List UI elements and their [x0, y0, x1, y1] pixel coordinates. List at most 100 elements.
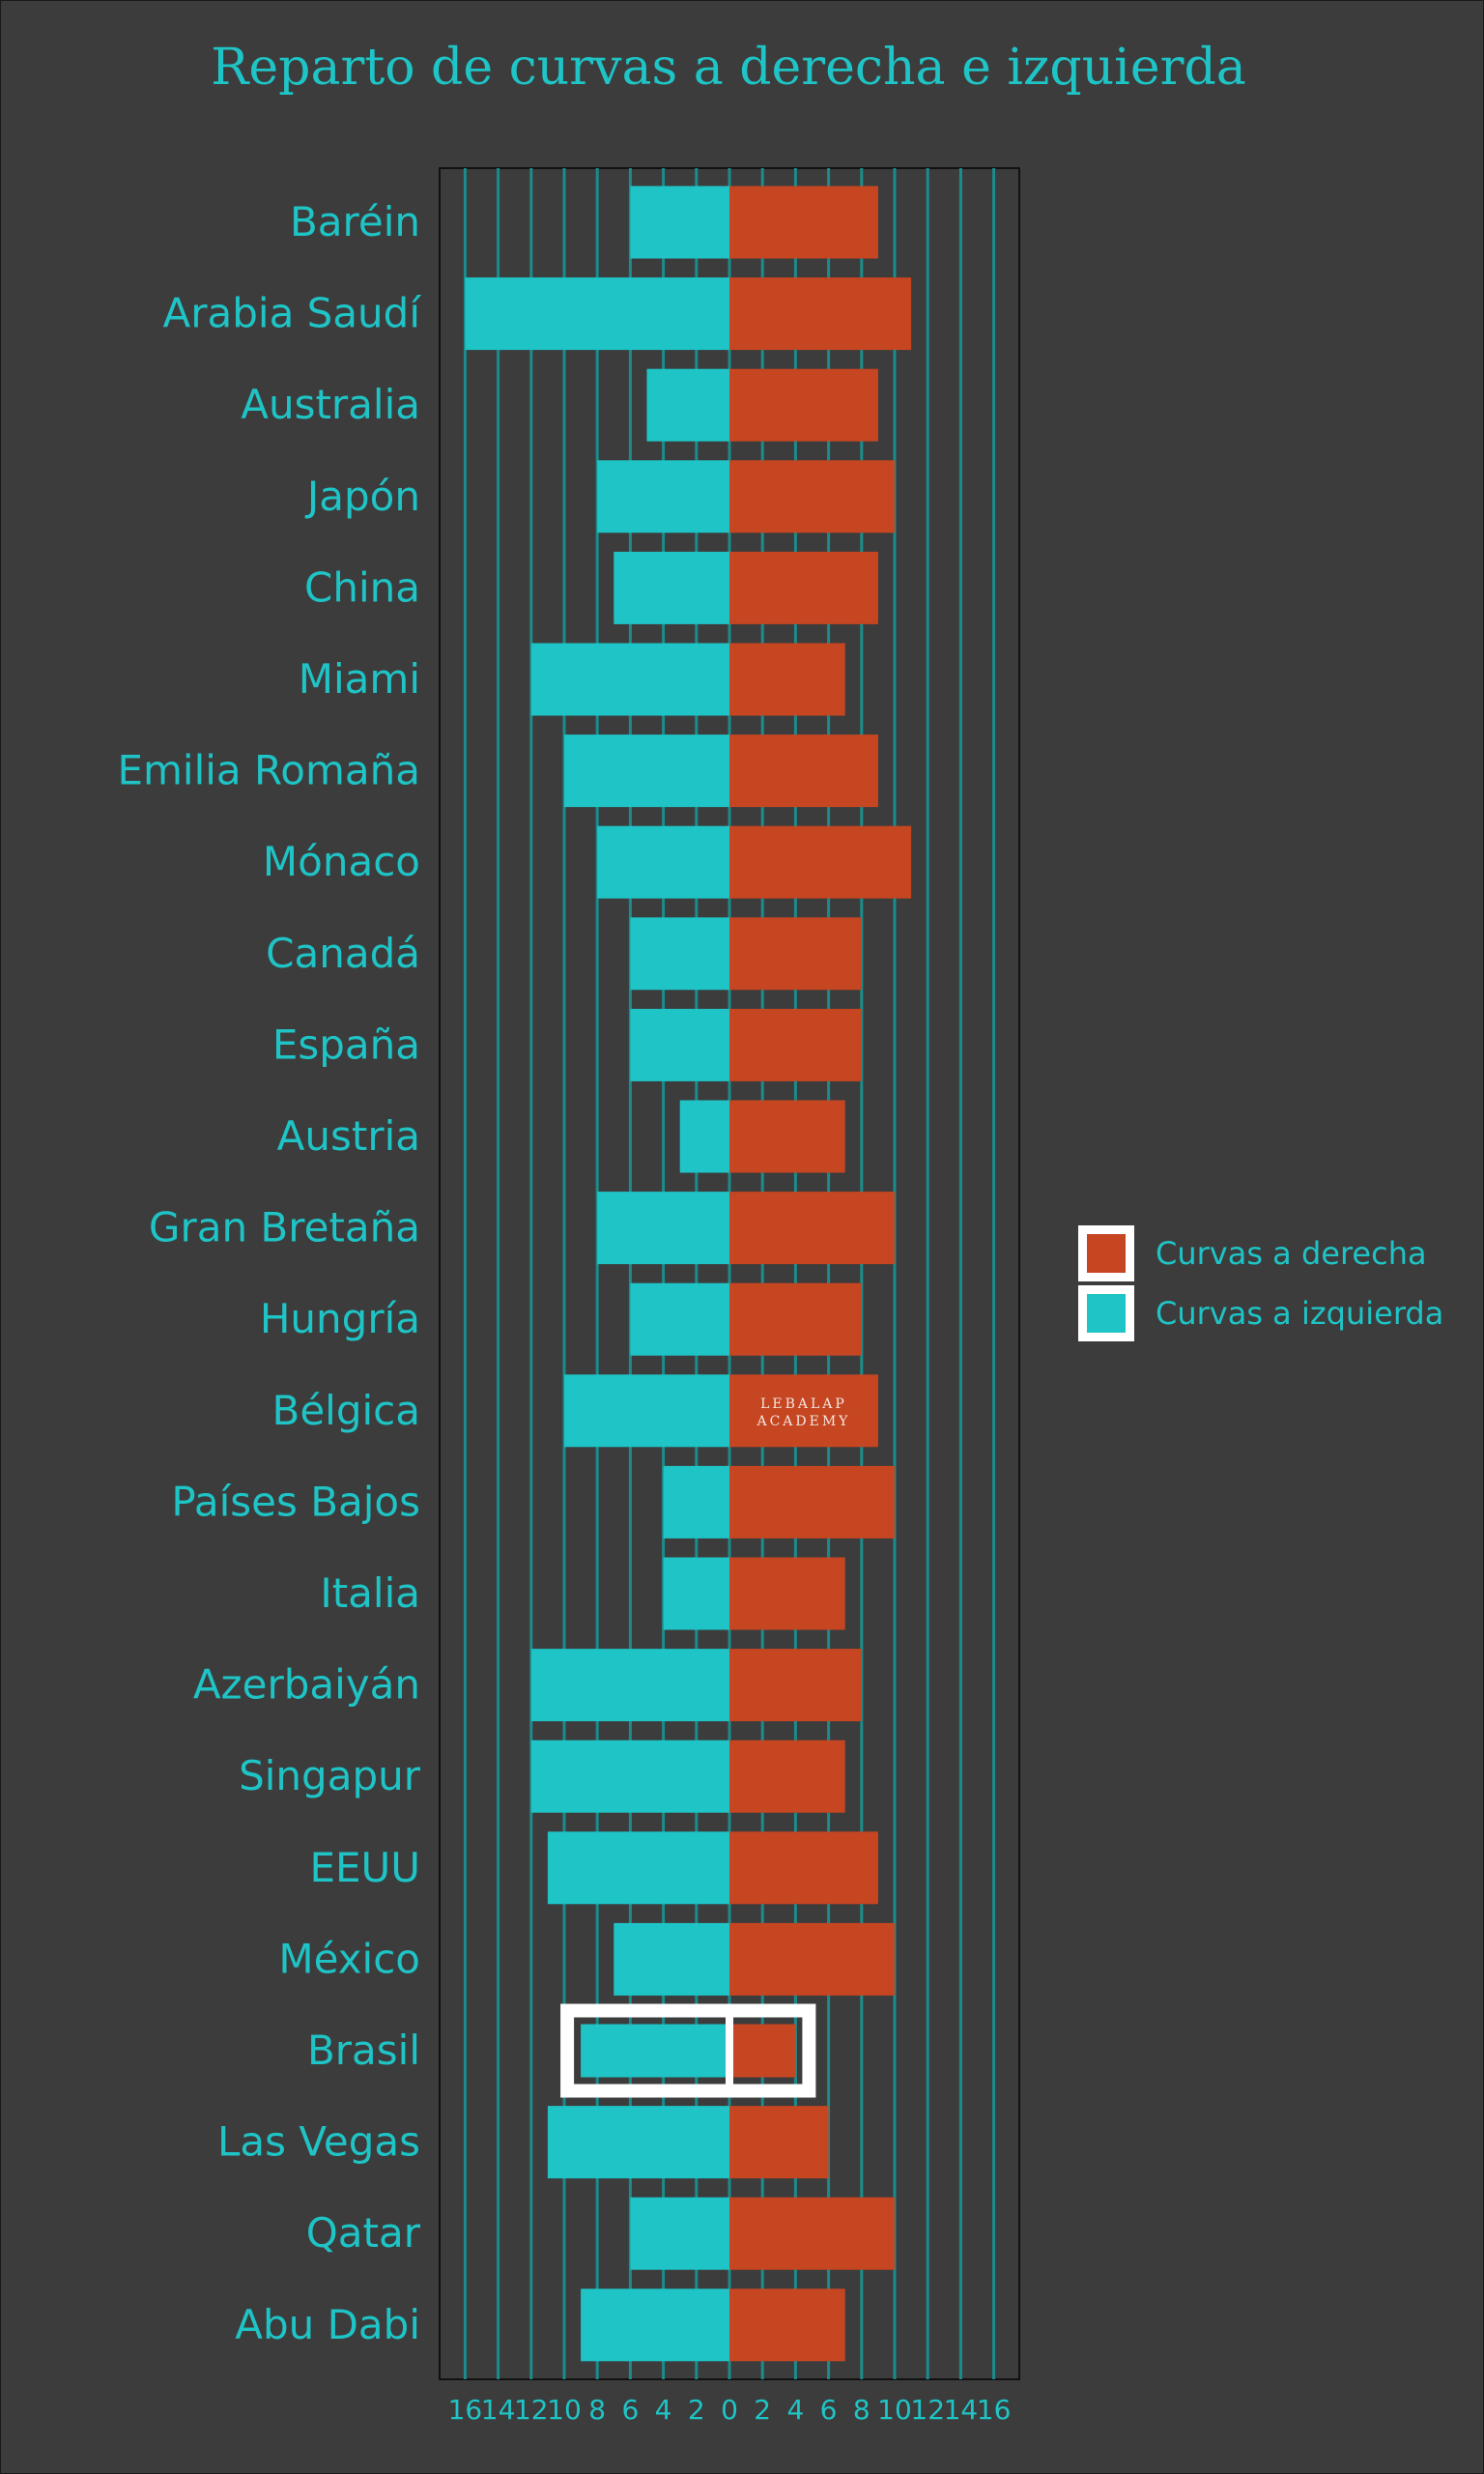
category-label-5: Miami [299, 655, 420, 703]
bar-right-15 [729, 1557, 845, 1630]
category-label-22: Qatar [306, 2209, 421, 2257]
category-label-15: Italia [320, 1569, 420, 1617]
bar-right-13 [729, 1374, 878, 1448]
bar-right-4 [729, 551, 878, 624]
category-label-7: Mónaco [263, 838, 420, 885]
x-tick-label-2: 12 [514, 2394, 549, 2426]
legend-label-left: Curvas a izquierda [1156, 1295, 1444, 1332]
bar-left-3 [597, 460, 729, 533]
legend-swatch-left [1078, 1285, 1134, 1341]
legend-item-left: Curvas a izquierda [1078, 1283, 1443, 1343]
bar-left-9 [630, 1008, 729, 1081]
x-tick-label-13: 10 [877, 2394, 912, 2426]
category-label-23: Abu Dabi [235, 2301, 420, 2348]
category-label-0: Baréin [290, 198, 420, 245]
chart-title: Reparto de curvas a derecha e izquierda [211, 39, 1246, 97]
x-tick-label-4: 8 [588, 2394, 606, 2426]
bar-right-14 [729, 1465, 895, 1539]
x-tick-label-5: 6 [621, 2394, 639, 2426]
bar-left-17 [530, 1740, 729, 1813]
category-label-16: Azerbaiyán [193, 1661, 420, 1709]
category-label-20: Brasil [307, 2027, 420, 2074]
bar-right-16 [729, 1649, 862, 1722]
bar-left-22 [630, 2197, 729, 2270]
legend-swatch-right [1078, 1225, 1134, 1281]
bar-left-5 [530, 643, 729, 716]
bar-right-2 [729, 368, 878, 442]
bar-left-20 [581, 2024, 726, 2078]
bar-left-18 [547, 1831, 729, 1905]
bar-left-10 [679, 1100, 729, 1173]
bar-right-21 [729, 2106, 829, 2179]
bar-left-14 [663, 1465, 729, 1539]
category-label-4: China [304, 563, 420, 611]
bar-left-16 [530, 1649, 729, 1722]
bar-right-19 [729, 1922, 895, 1996]
bar-right-3 [729, 460, 895, 533]
category-label-13: Bélgica [272, 1387, 420, 1434]
x-tick-label-7: 2 [688, 2394, 705, 2426]
bar-left-0 [630, 186, 729, 259]
bar-right-1 [729, 277, 912, 351]
legend: Curvas a derecha Curvas a izquierda [1078, 1223, 1443, 1343]
category-label-21: Las Vegas [217, 2118, 420, 2166]
bar-right-10 [729, 1100, 845, 1173]
x-tick-label-8: 0 [721, 2394, 738, 2426]
category-label-3: Japón [304, 473, 420, 520]
category-label-17: Singapur [239, 1752, 421, 1799]
bar-left-12 [630, 1282, 729, 1356]
bar-left-21 [547, 2106, 729, 2179]
x-tick-label-1: 14 [481, 2394, 516, 2426]
bar-right-11 [729, 1192, 895, 1265]
category-label-11: Gran Bretaña [149, 1204, 420, 1251]
bar-left-23 [581, 2288, 729, 2362]
category-label-19: México [278, 1935, 420, 1982]
bar-left-7 [597, 825, 729, 899]
legend-item-right: Curvas a derecha [1078, 1223, 1443, 1283]
x-tick-label-14: 12 [910, 2394, 945, 2426]
bar-right-0 [729, 186, 878, 259]
bar-left-13 [564, 1374, 729, 1448]
bar-left-1 [465, 277, 729, 351]
category-label-8: Canadá [266, 930, 420, 977]
bar-left-8 [630, 917, 729, 991]
x-tick-label-0: 16 [448, 2394, 483, 2426]
x-tick-label-15: 14 [944, 2394, 979, 2426]
x-tick-label-11: 6 [820, 2394, 838, 2426]
category-label-12: Hungría [260, 1295, 420, 1342]
highlight-divider-20 [726, 2014, 733, 2087]
bar-right-18 [729, 1831, 878, 1905]
category-label-10: Austria [277, 1112, 420, 1160]
watermark-line-1: ACADEMY [756, 1414, 850, 1429]
watermark-line-0: LEBALAP [760, 1396, 847, 1412]
x-tick-label-3: 10 [547, 2394, 582, 2426]
bar-left-19 [614, 1922, 729, 1996]
highlight-box-20 [560, 2003, 816, 2098]
bar-right-8 [729, 917, 862, 991]
legend-label-right: Curvas a derecha [1156, 1235, 1427, 1272]
bar-right-20 [733, 2024, 796, 2078]
bar-left-15 [663, 1557, 729, 1630]
bar-right-22 [729, 2197, 895, 2270]
x-tick-label-12: 8 [853, 2394, 870, 2426]
category-label-2: Australia [241, 381, 420, 428]
bar-right-5 [729, 643, 845, 716]
bar-right-9 [729, 1008, 862, 1081]
bar-left-6 [564, 734, 729, 808]
bar-right-7 [729, 825, 912, 899]
category-label-9: España [272, 1021, 420, 1068]
bar-left-4 [614, 551, 729, 624]
x-tick-label-10: 4 [786, 2394, 804, 2426]
bar-right-12 [729, 1282, 862, 1356]
category-label-14: Países Bajos [171, 1478, 420, 1525]
category-label-1: Arabia Saudí [163, 290, 422, 337]
category-label-18: EEUU [309, 1844, 420, 1891]
bar-left-11 [597, 1192, 729, 1265]
x-tick-label-9: 2 [754, 2394, 771, 2426]
x-tick-label-6: 4 [655, 2394, 672, 2426]
bar-right-6 [729, 734, 878, 808]
bar-right-23 [729, 2288, 845, 2362]
x-tick-label-16: 16 [977, 2394, 1012, 2426]
bar-left-2 [646, 368, 729, 442]
